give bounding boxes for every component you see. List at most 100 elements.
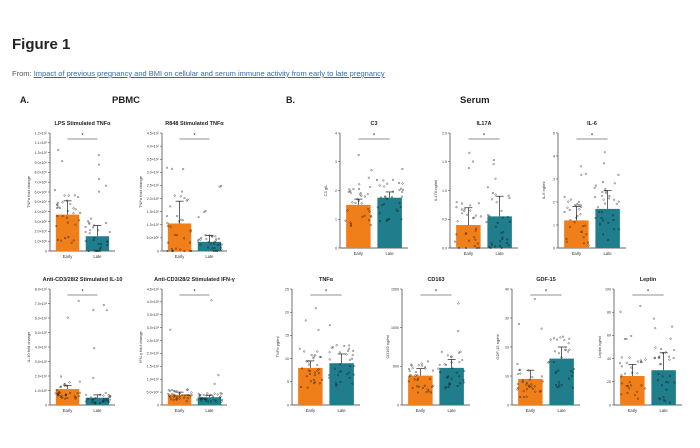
chart-4-point [172, 395, 175, 398]
chart-10-point [531, 376, 534, 379]
chart-9-point [445, 363, 447, 366]
chart-7-point [613, 182, 616, 185]
chart-6-point [469, 204, 472, 207]
chart-3-title: Anti-CD3/28/2 Stimulated IL-10 [43, 277, 123, 283]
chart-10-point [517, 373, 520, 375]
chart-5-point [383, 203, 386, 206]
chart-11-point [654, 356, 657, 359]
chart-3-point [63, 383, 66, 386]
chart-9-point [444, 387, 447, 390]
chart-1-point [63, 194, 66, 197]
chart-4-ytick-label: 1.5×10¹ [147, 365, 160, 369]
chart-4-bar-late [197, 397, 222, 405]
chart-5-xtick-label: Late [386, 251, 395, 256]
chart-11-point [635, 390, 638, 393]
chart-8-point [349, 365, 352, 368]
chart-5-point [401, 188, 404, 191]
chart-1-point [72, 207, 75, 210]
chart-2-point [177, 220, 180, 223]
chart-11-point [644, 387, 647, 390]
chart-11-point [633, 394, 636, 397]
chart-9-point [455, 371, 458, 374]
chart-5-point [350, 224, 352, 227]
chart-10-bar-late [549, 358, 574, 405]
chart-1-point [105, 222, 108, 225]
chart-1-point [66, 199, 69, 202]
chart-5-point [401, 167, 404, 170]
chart-2-point [171, 250, 174, 252]
chart-2-ytick-label: 3.0×10¹ [147, 171, 160, 175]
article-link[interactable]: Impact of previous pregnancy and BMI on … [33, 69, 385, 78]
chart-9-point [446, 354, 449, 357]
chart-3-point [55, 389, 58, 392]
chart-2-point [216, 243, 219, 246]
chart-6-title: IL17A [477, 121, 492, 127]
chart-10-point [525, 395, 528, 398]
chart-10-point [530, 383, 533, 386]
chart-8-point [301, 367, 304, 370]
chart-10-point [571, 375, 573, 378]
chart-8-ytick-label: 0 [287, 403, 289, 407]
chart-11-point [636, 372, 639, 375]
chart-3-point [102, 304, 105, 307]
chart-4-point [210, 299, 213, 302]
chart-9-point [427, 360, 430, 363]
chart-2-point [208, 234, 211, 237]
chart-5-ytick-label: 4 [335, 131, 337, 135]
chart-3-xtick-label: Late [93, 408, 102, 413]
chart-8-ylabel: TNFα pg/ml [275, 336, 280, 357]
chart-10-ytick-label: 10 [505, 374, 509, 378]
chart-9-point [458, 351, 460, 354]
chart-11-point [625, 361, 628, 364]
chart-11-point [626, 391, 629, 394]
chart-8-point [312, 355, 315, 358]
chart-1-point [72, 239, 75, 242]
chart-4-point [202, 393, 205, 396]
chart-4-point [211, 395, 214, 398]
chart-3-point [108, 398, 111, 401]
chart-6-point [468, 151, 471, 154]
chart-7-point [617, 173, 620, 176]
chart-4-point [204, 399, 207, 402]
chart-7-point [604, 202, 606, 205]
chart-7-point [618, 228, 621, 231]
chart-11-point [669, 375, 672, 377]
chart-3-ylabel: IL-10 fold change [26, 331, 31, 363]
chart-9-point [462, 378, 465, 381]
chart-4-point [184, 394, 187, 397]
chart-9-point [409, 375, 411, 378]
chart-10-point [561, 384, 563, 387]
chart-3-point [64, 393, 67, 396]
chart-7-point [579, 204, 582, 207]
chart-2-point [218, 185, 221, 188]
chart-3-point [60, 375, 62, 378]
chart-11-point [628, 381, 631, 384]
chart-7-point [596, 206, 599, 209]
chart-7-point [615, 202, 618, 205]
chart-5-sig-star: * [373, 134, 376, 140]
chart-7-point [617, 200, 620, 203]
chart-8-point [348, 376, 351, 379]
chart-6-point [472, 160, 475, 163]
chart-3-point [56, 392, 59, 395]
chart-1-ytick-label: 6.0×10⁰ [34, 190, 47, 194]
chart-2-point [179, 248, 182, 251]
chart-8-point [318, 382, 321, 385]
chart-5-point [370, 215, 373, 218]
chart-11-point [654, 346, 657, 349]
chart-9-point [409, 374, 412, 377]
chart-5-point [398, 189, 401, 192]
chart-9-point [427, 390, 430, 393]
chart-6-point [491, 198, 494, 201]
chart-7-ytick-label: 0 [553, 246, 555, 250]
chart-8-point [307, 363, 310, 366]
chart-11-point [620, 356, 623, 359]
chart-11-point [671, 325, 674, 328]
chart-2-point [212, 242, 215, 245]
chart-9-point [447, 386, 450, 389]
chart-9-xtick-label: Early [416, 408, 426, 413]
chart-4-ylabel: IFN-γ fold change [138, 330, 143, 362]
chart-5-point [395, 208, 398, 211]
chart-9-point [440, 350, 443, 353]
